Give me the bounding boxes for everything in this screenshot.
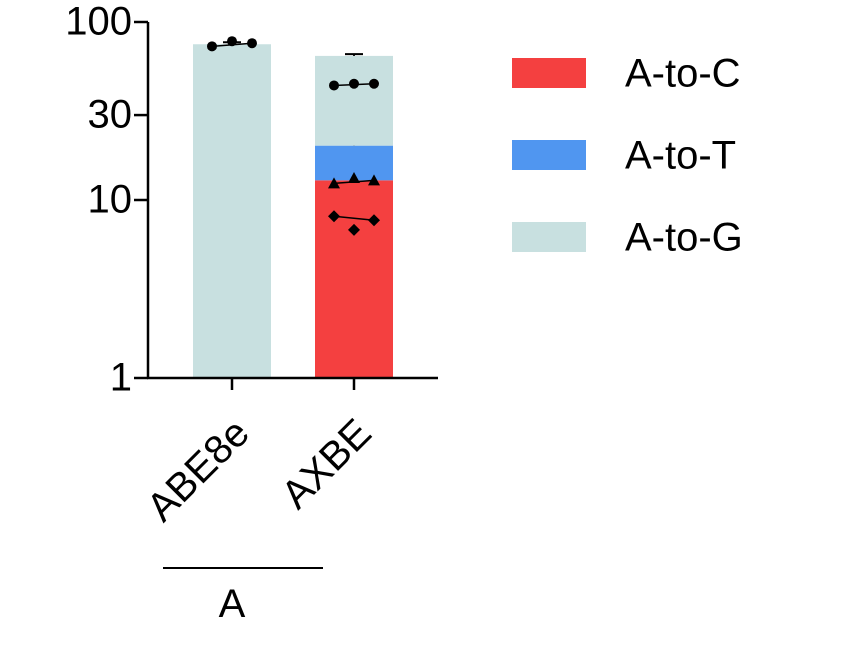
legend-swatch — [512, 222, 586, 252]
replicate-point — [369, 78, 379, 89]
replicate-point — [368, 174, 380, 186]
legend-label: A-to-T — [625, 134, 736, 178]
replicate-point — [328, 210, 340, 223]
bar-segment — [315, 180, 393, 378]
replicate-point — [329, 80, 339, 91]
replicate-line — [333, 215, 375, 221]
replicate-point — [328, 177, 340, 189]
bar-segment — [193, 44, 271, 378]
legend-label: A-to-G — [625, 216, 743, 260]
replicate-point — [227, 36, 237, 47]
replicate-point — [247, 38, 257, 49]
y-tick-label: 30 — [88, 93, 133, 137]
replicate-point — [368, 214, 380, 227]
replicate-point — [207, 41, 217, 52]
legend-label: A-to-C — [625, 52, 741, 96]
x-tick-label: ABE8e — [139, 411, 258, 530]
replicate-point — [348, 223, 360, 236]
group-label-main: A — [219, 582, 246, 626]
bar-segment — [315, 55, 393, 146]
replicate-point — [349, 78, 359, 89]
y-tick-label: 1 — [110, 356, 132, 400]
x-tick-label: AXBE — [273, 411, 380, 518]
group-label: A — [219, 582, 246, 626]
y-tick-label: 10 — [88, 178, 133, 222]
legend-swatch — [512, 140, 586, 170]
y-tick-label: 100 — [65, 0, 132, 44]
legend-swatch — [512, 58, 586, 88]
replicate-point — [348, 171, 360, 183]
